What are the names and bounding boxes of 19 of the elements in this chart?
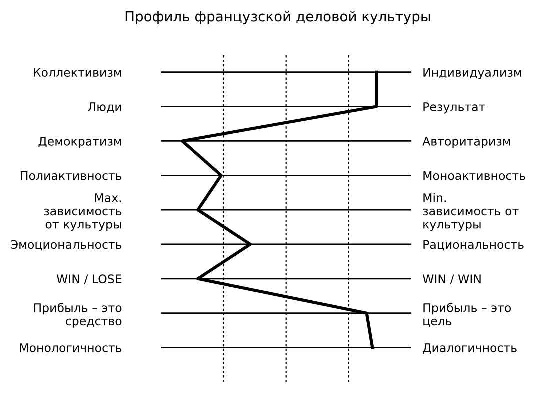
y2-tick-label: Индивидуализм	[424, 68, 522, 80]
y-tick-label: Коллективизм	[34, 68, 122, 78]
y2-tick-label: Авторитаризм	[422, 137, 510, 148]
y-tick-label: WIN / LOSE	[56, 274, 122, 284]
y-tick-label: Эмоциональность	[10, 240, 122, 251]
y-tick-label: Люди	[88, 102, 122, 113]
y2-tick-label: Прибыль – это цель	[424, 303, 512, 328]
y2-tick-label: Диалогичность	[423, 344, 517, 354]
y2-tick-label: Рациональность	[424, 240, 524, 251]
y2-tick-label: Min. зависимость от культуры	[423, 193, 519, 232]
y-tick-label: Демократизм	[38, 137, 122, 148]
y-tick-label: Max. зависимость от культуры	[44, 194, 122, 232]
y-tick-label: Полиактивность	[21, 172, 122, 180]
y2-tick-label: WIN / WIN	[422, 274, 481, 284]
y-tick-label: Прибыль – это средство	[34, 303, 122, 328]
y-tick-label: Монологичность	[20, 344, 122, 352]
y2-tick-label: Моноактивность	[424, 172, 526, 180]
y2-tick-label: Результат	[424, 102, 486, 114]
chart-title: Профиль французской деловой культуры	[126, 11, 430, 24]
